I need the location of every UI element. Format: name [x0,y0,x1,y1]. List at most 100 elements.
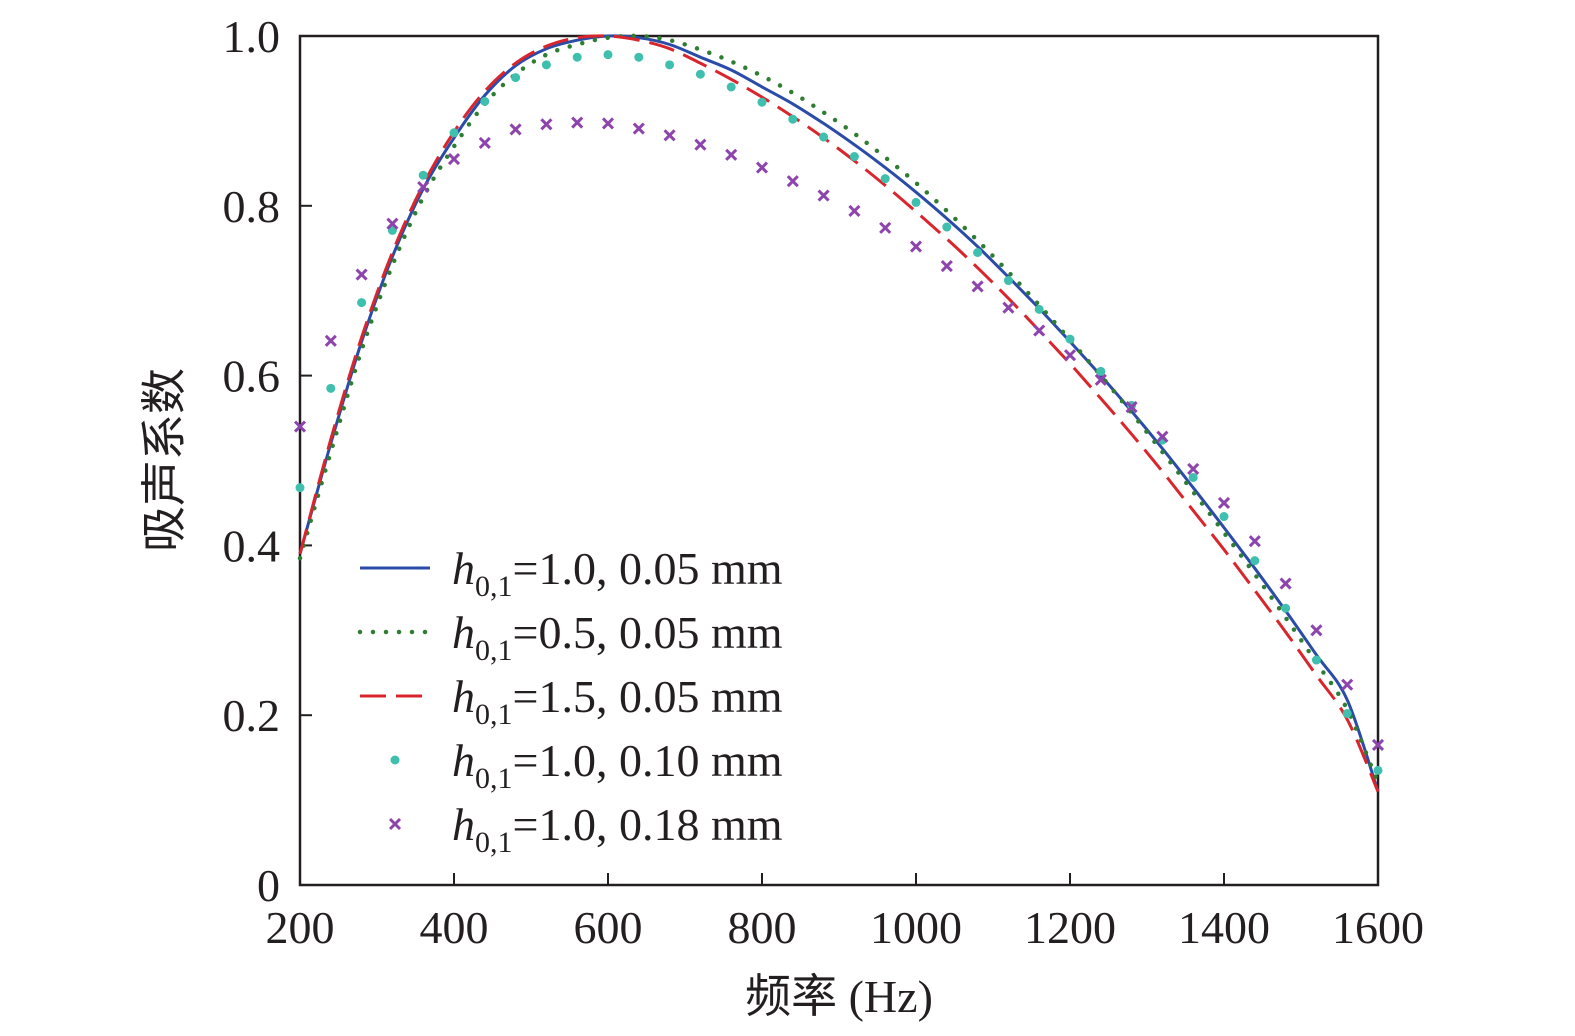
data-point [665,60,675,70]
data-point [942,222,952,232]
y-tick-label: 0 [257,860,280,911]
data-point [1311,655,1321,665]
data-point [1310,624,1323,637]
y-tick-label: 0.6 [223,351,281,402]
x-tick-label: 200 [266,902,335,953]
data-point [293,420,307,433]
data-point [540,118,553,131]
legend-subscript: 0,1 [475,698,513,731]
data-point [1094,373,1107,386]
y-tick-label: 0.2 [223,690,281,741]
data-point [418,170,428,180]
x-tick-label: 1200 [1024,902,1116,953]
data-point [695,69,705,79]
data-point [819,132,829,142]
legend-item-3: h0,1=1.5, 0.05 mm [360,671,783,731]
data-point [1003,276,1013,286]
data-point [632,122,645,135]
data-point [601,117,615,130]
data-point [1250,556,1260,566]
axes: 200 400 600 800 1000 1200 1400 1600 0 0.2 0.4 0.6 0.… [223,11,1425,953]
data-point [940,260,953,273]
series-layer [293,33,1385,793]
data-point [725,148,738,161]
data-point [295,483,305,493]
data-point [880,174,890,184]
data-point [726,82,736,92]
legend-swatch [388,817,402,831]
series-5-markers [293,116,1385,751]
legend-label: h0,1=0.5, 0.05 mm [452,607,783,667]
data-point [1125,400,1138,414]
data-point [663,129,676,142]
data-point [541,60,551,70]
data-point [757,97,767,107]
legend-label: h0,1=1.0, 0.18 mm [452,799,783,859]
data-point [1096,366,1106,376]
data-point [386,217,399,230]
legend-label: h0,1=1.5, 0.05 mm [452,671,783,731]
data-point [634,52,644,62]
legend-label: h0,1=1.0, 0.05 mm [452,543,783,603]
plot-frame [298,34,1380,887]
data-point [447,153,461,166]
data-point [603,50,613,60]
data-point [1188,472,1198,482]
x-tick-label: 600 [574,902,643,953]
legend-subscript: 0,1 [475,570,513,603]
data-point [1033,324,1046,337]
y-tick-label: 0.8 [223,181,281,232]
legend-subscript: 0,1 [475,634,513,667]
data-point [1187,462,1200,476]
data-point [1002,301,1015,314]
data-point [478,136,491,150]
data-point [326,383,336,393]
legend-value: =1.0, 0.05 mm [513,543,783,594]
data-point [1281,603,1291,613]
y-tick-label: 1.0 [223,11,281,62]
data-point [755,161,769,174]
data-point [355,268,368,281]
data-point [911,197,921,207]
data-point [694,138,707,151]
data-point [788,114,798,124]
legend-value: =0.5, 0.05 mm [513,607,783,658]
x-axis-title: 频率 (Hz) [745,971,933,1022]
legend-value: =1.0, 0.10 mm [513,735,783,786]
data-point [449,128,459,138]
data-point [1063,349,1077,362]
data-point [480,96,490,106]
legend-swatch [390,755,400,765]
legend-label: h0,1=1.0, 0.10 mm [452,735,783,795]
x-tick-label: 1400 [1178,902,1270,953]
data-point [1156,430,1169,443]
series-4-markers [295,50,1383,775]
legend-symbol: h [452,607,475,658]
legend-item-1: h0,1=1.0, 0.05 mm [360,543,783,603]
data-point [511,73,521,83]
data-point [1373,765,1383,775]
data-point [971,280,984,293]
data-point [387,225,397,235]
data-point [849,152,859,162]
legend-item-2: h0,1=0.5, 0.05 mm [357,607,783,667]
legend-item-4: h0,1=1.0, 0.10 mm [390,735,783,795]
data-point [1219,512,1229,522]
legend-symbol: h [452,735,475,786]
data-point [1341,678,1354,691]
data-point [786,175,799,188]
x-tick-label: 800 [728,902,797,953]
legend-symbol: h [452,799,475,850]
data-point [1248,535,1261,548]
legend-subscript: 0,1 [475,762,513,795]
data-point [417,181,430,194]
legend-symbol: h [452,543,475,594]
data-point [1279,577,1292,590]
legend-item-5: h0,1=1.0, 0.18 mm [388,799,783,859]
data-point [1371,738,1385,751]
data-point [817,189,830,202]
data-point [357,298,367,308]
data-point [509,123,522,136]
